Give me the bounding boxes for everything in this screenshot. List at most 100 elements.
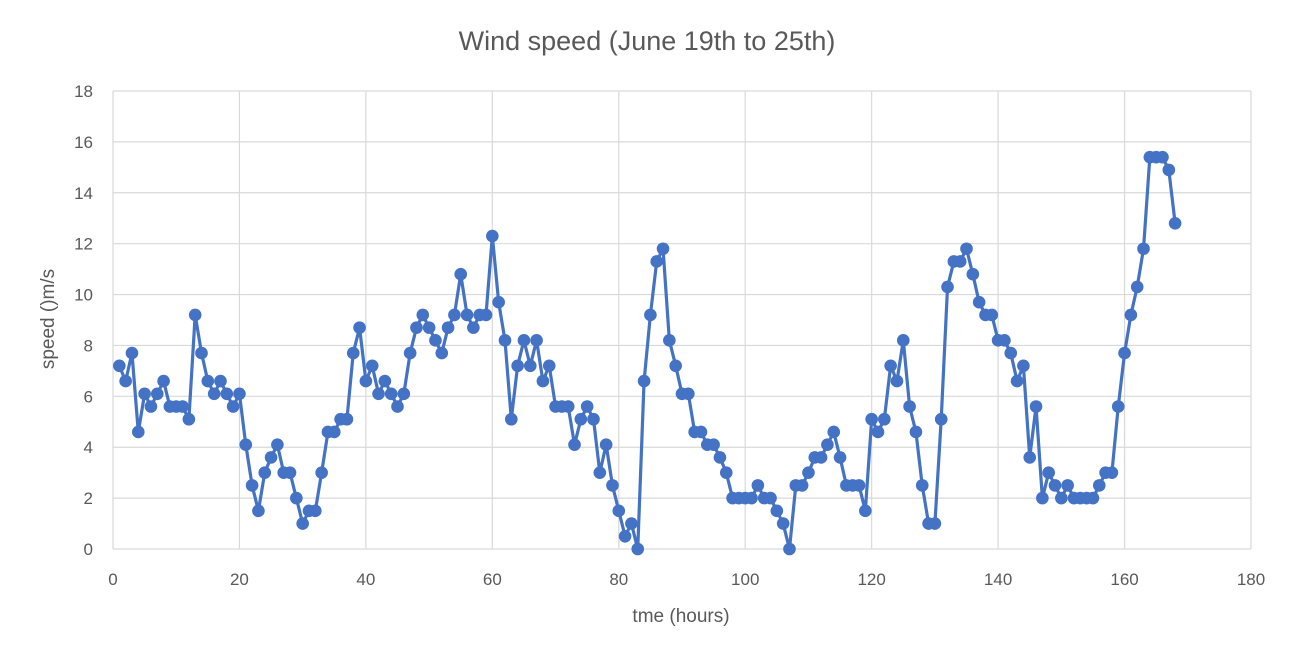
data-point: [934, 412, 948, 426]
data-point: [264, 451, 278, 464]
data-point: [1042, 466, 1055, 479]
data-point: [783, 542, 796, 556]
data-point: [953, 255, 967, 268]
data-point: [574, 412, 588, 426]
data-point: [625, 517, 638, 530]
data-point: [435, 346, 449, 360]
data-point: [972, 295, 986, 309]
data-point: [365, 359, 379, 373]
data-point: [144, 400, 158, 413]
gridlines: [112, 90, 1252, 550]
x-tick-label: 40: [356, 570, 375, 589]
data-point: [195, 346, 208, 360]
data-point: [871, 425, 885, 439]
data-point: [802, 466, 815, 479]
data-point: [644, 308, 657, 322]
data-point: [960, 242, 973, 256]
data-point: [1156, 150, 1169, 164]
data-point: [928, 517, 942, 530]
data-point: [909, 425, 923, 439]
data-point: [511, 359, 524, 373]
data-point: [384, 387, 398, 401]
data-point: [1162, 163, 1176, 177]
data-point: [764, 491, 777, 505]
data-point: [656, 242, 670, 256]
data-point: [896, 334, 910, 347]
data-point: [852, 479, 866, 492]
data-point: [176, 400, 189, 413]
data-point: [1036, 491, 1049, 505]
data-point: [941, 280, 954, 294]
data-point: [207, 387, 221, 401]
data-point: [410, 321, 423, 334]
x-axis-title: tme (hours): [632, 606, 729, 627]
y-tick-label: 6: [84, 387, 93, 406]
data-point: [201, 374, 215, 388]
data-point: [776, 517, 790, 530]
y-tick-label: 10: [74, 286, 93, 305]
data-point: [283, 466, 297, 479]
data-point: [1017, 359, 1030, 373]
data-point: [498, 334, 512, 347]
data-point: [1124, 308, 1138, 322]
data-point: [315, 466, 328, 479]
data-point: [492, 295, 505, 309]
data-point: [1010, 374, 1024, 388]
data-point: [682, 387, 695, 401]
data-point: [353, 321, 366, 334]
data-point: [650, 255, 664, 268]
data-point: [226, 400, 240, 413]
data-point: [814, 451, 828, 464]
data-point: [719, 466, 733, 479]
data-point: [416, 308, 430, 322]
data-point: [113, 359, 126, 373]
y-tick-label: 0: [84, 540, 93, 559]
data-point: [346, 346, 360, 360]
data-point: [467, 321, 480, 334]
data-point: [612, 504, 626, 518]
data-point: [239, 438, 253, 451]
y-tick-label: 2: [84, 489, 93, 508]
data-point: [606, 479, 619, 492]
x-tick-label: 140: [984, 570, 1012, 589]
x-tick-label: 120: [857, 570, 885, 589]
data-point: [517, 334, 531, 347]
data-point: [985, 308, 999, 322]
data-point: [486, 229, 499, 243]
data-point: [568, 438, 581, 451]
x-tick-label: 180: [1237, 570, 1265, 589]
data-point: [479, 308, 493, 322]
data-point: [694, 425, 708, 439]
data-point: [827, 425, 841, 439]
data-point: [1086, 491, 1100, 505]
data-point: [1004, 346, 1018, 360]
data-point: [422, 321, 436, 334]
data-point: [1029, 400, 1043, 413]
data-point: [1061, 479, 1074, 492]
x-tick-label: 160: [1110, 570, 1138, 589]
data-point: [131, 425, 145, 439]
data-point: [252, 504, 265, 518]
data-point: [707, 438, 720, 451]
data-point: [1092, 479, 1106, 492]
data-point: [327, 425, 341, 439]
data-point: [1105, 466, 1119, 479]
x-tick-label: 20: [230, 570, 249, 589]
y-tick-label: 8: [84, 336, 93, 355]
data-point: [397, 387, 411, 401]
data-point: [599, 438, 613, 451]
data-point: [795, 479, 809, 492]
data-point: [915, 479, 929, 492]
data-point: [530, 334, 543, 347]
data-point: [833, 451, 847, 464]
data-point: [751, 479, 765, 492]
data-point: [1055, 491, 1068, 505]
data-point: [296, 517, 309, 530]
data-point: [309, 504, 322, 518]
data-point: [865, 412, 878, 426]
x-tick-label: 60: [483, 570, 502, 589]
x-tick-label: 0: [108, 570, 117, 589]
data-point: [403, 346, 417, 360]
data-point: [631, 542, 645, 556]
